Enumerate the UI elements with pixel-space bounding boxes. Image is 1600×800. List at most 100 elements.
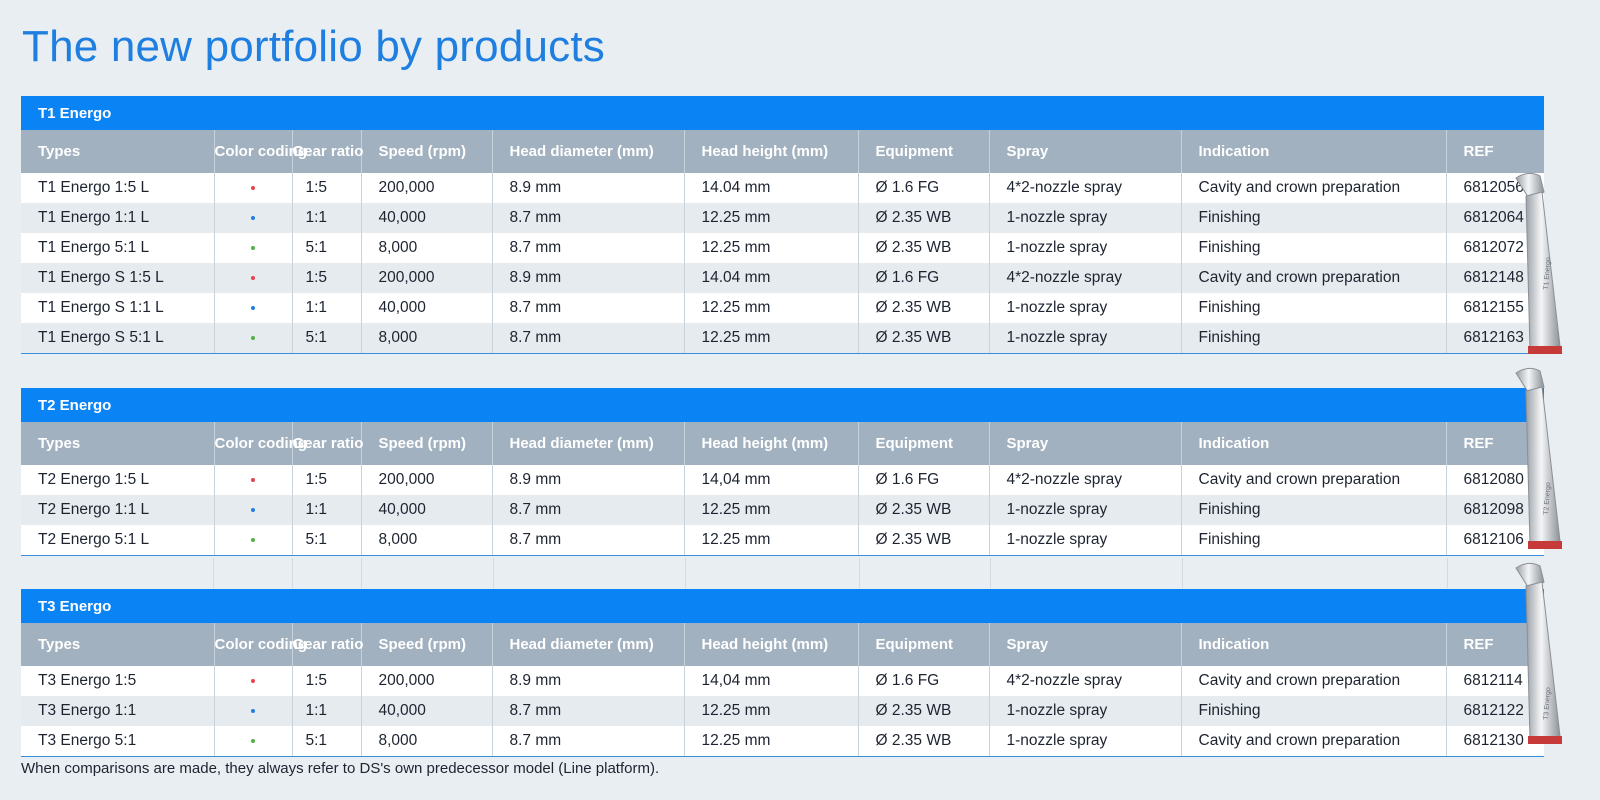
cell-head-height: 12.25 mm: [684, 203, 859, 233]
handpiece-image-t1: T1 Energo: [1515, 172, 1562, 354]
cell-head-height: 12.25 mm: [684, 495, 859, 525]
cell-speed: 200,000: [361, 263, 493, 293]
cell-speed: 40,000: [361, 293, 493, 323]
column-header: Head height (mm): [684, 422, 859, 465]
cell-indication: Finishing: [1181, 233, 1447, 263]
column-header: Speed (rpm): [361, 130, 493, 173]
cell-indication: Cavity and crown preparation: [1181, 666, 1447, 696]
cell-gear: 1:5: [292, 173, 362, 203]
color-coding-cell: [214, 293, 293, 323]
cell-head-diameter: 8.9 mm: [492, 465, 685, 495]
cell-indication: Finishing: [1181, 203, 1447, 233]
handpiece-image-t2: T2 Energo: [1515, 367, 1562, 549]
cell-type: T1 Energo S 1:5 L: [21, 263, 215, 293]
cell-ref: 6812080: [1446, 465, 1545, 495]
cell-head-diameter: 8.7 mm: [492, 495, 685, 525]
cell-spray: 4*2-nozzle spray: [989, 263, 1182, 293]
cell-head-diameter: 8.9 mm: [492, 173, 685, 203]
cell-spray: 1-nozzle spray: [989, 233, 1182, 263]
color-coding-cell: [214, 173, 293, 203]
color-coding-cell: [214, 525, 293, 556]
cell-head-height: 12.25 mm: [684, 696, 859, 726]
cell-head-diameter: 8.7 mm: [492, 203, 685, 233]
column-header: Speed (rpm): [361, 623, 493, 666]
cell-gear: 5:1: [292, 726, 362, 757]
table-section-title: T3 Energo: [21, 589, 1545, 623]
column-header: Types: [21, 422, 215, 465]
page-title: The new portfolio by products: [22, 22, 605, 71]
column-header: Gear ratio: [292, 130, 363, 173]
cell-equipment: Ø 2.35 WB: [858, 293, 990, 323]
cell-spray: 1-nozzle spray: [989, 696, 1182, 726]
cell-spray: 1-nozzle spray: [989, 323, 1182, 354]
column-header: Head diameter (mm): [492, 130, 685, 173]
cell-head-diameter: 8.9 mm: [492, 666, 685, 696]
color-dot-icon: [251, 477, 255, 482]
cell-equipment: Ø 2.35 WB: [858, 323, 990, 354]
cell-equipment: Ø 1.6 FG: [858, 263, 990, 293]
column-header: Types: [21, 130, 215, 173]
column-header: Color coding: [214, 422, 307, 465]
cell-speed: 40,000: [361, 696, 493, 726]
cell-equipment: Ø 2.35 WB: [858, 726, 990, 757]
cell-indication: Cavity and crown preparation: [1181, 263, 1447, 293]
color-dot-icon: [251, 335, 255, 340]
color-dot-icon: [251, 738, 255, 743]
cell-spray: 1-nozzle spray: [989, 726, 1182, 757]
column-header: Indication: [1181, 623, 1447, 666]
table-row: T3 Energo 5:1 5:1 8,000 8.7 mm 12.25 mm Ø 2.3…: [21, 726, 1545, 757]
cell-speed: 8,000: [361, 726, 493, 757]
column-header: Equipment: [858, 623, 990, 666]
column-header: Spray: [989, 130, 1182, 173]
color-coding-cell: [214, 495, 293, 525]
cell-gear: 1:1: [292, 293, 362, 323]
cell-type: T1 Energo 1:1 L: [21, 203, 215, 233]
column-header: Spray: [989, 623, 1182, 666]
handpiece-label: T3 Energo: [1543, 687, 1552, 720]
cell-equipment: Ø 2.35 WB: [858, 696, 990, 726]
table-row: T1 Energo 1:5 L 1:5 200,000 8.9 mm 14.04 mm Ø…: [21, 173, 1545, 203]
cell-equipment: Ø 2.35 WB: [858, 203, 990, 233]
color-coding-cell: [214, 465, 293, 495]
table-section-title: T1 Energo: [21, 96, 1545, 130]
cell-speed: 40,000: [361, 203, 493, 233]
cell-head-height: 14,04 mm: [684, 666, 859, 696]
cell-indication: Finishing: [1181, 696, 1447, 726]
cell-indication: Cavity and crown preparation: [1181, 465, 1447, 495]
column-header: Gear ratio: [292, 422, 363, 465]
cell-spray: 4*2-nozzle spray: [989, 465, 1182, 495]
column-header: Head height (mm): [684, 623, 859, 666]
cell-type: T2 Energo 5:1 L: [21, 525, 215, 556]
cell-speed: 200,000: [361, 173, 493, 203]
table-row: T1 Energo 1:1 L 1:1 40,000 8.7 mm 12.25 mm Ø …: [21, 203, 1545, 233]
product-table-2: T2 Energo Types Color coding Gear ratio Spee…: [21, 388, 1545, 556]
cell-ref: 6812163: [1446, 323, 1545, 354]
cell-indication: Cavity and crown preparation: [1181, 726, 1447, 757]
cell-head-height: 12.25 mm: [684, 525, 859, 556]
cell-speed: 8,000: [361, 233, 493, 263]
color-coding-cell: [214, 203, 293, 233]
cell-indication: Finishing: [1181, 525, 1447, 556]
cell-ref: 6812106: [1446, 525, 1545, 556]
color-coding-cell: [214, 726, 293, 757]
cell-equipment: Ø 2.35 WB: [858, 233, 990, 263]
cell-gear: 1:5: [292, 263, 362, 293]
cell-equipment: Ø 2.35 WB: [858, 525, 990, 556]
handpiece-label: T1 Energo: [1543, 257, 1552, 290]
color-coding-cell: [214, 263, 293, 293]
cell-spray: 1-nozzle spray: [989, 293, 1182, 323]
cell-spray: 1-nozzle spray: [989, 495, 1182, 525]
cell-head-height: 12.25 mm: [684, 323, 859, 354]
table-spacer: [21, 558, 1544, 588]
color-dot-icon: [251, 537, 255, 542]
color-coding-cell: [214, 666, 293, 696]
cell-equipment: Ø 1.6 FG: [858, 173, 990, 203]
cell-type: T1 Energo S 5:1 L: [21, 323, 215, 354]
color-dot-icon: [251, 215, 255, 220]
column-header: Speed (rpm): [361, 422, 493, 465]
color-dot-icon: [251, 185, 255, 190]
cell-head-height: 14,04 mm: [684, 465, 859, 495]
table-row: T1 Energo S 1:1 L 1:1 40,000 8.7 mm 12.25 mm…: [21, 293, 1545, 323]
column-header: Equipment: [858, 422, 990, 465]
color-dot-icon: [251, 245, 255, 250]
